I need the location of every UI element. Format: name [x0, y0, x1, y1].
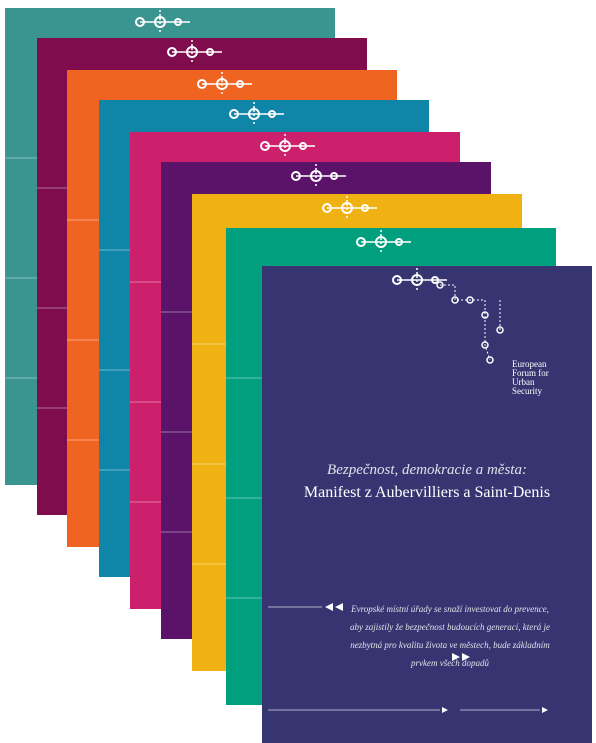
- text-line: aby zajistily že bezpečnost budoucích ge…: [330, 618, 570, 636]
- subtitle: Manifest z Aubervilliers a Saint-Denis: [262, 484, 592, 502]
- cover-stack: EuropeanForum forUrbanSecurity Bezpečnos…: [0, 0, 596, 743]
- text-line: prvkem všech dopadů: [330, 654, 570, 672]
- text-line: nezbytná pro kvalitu života ve městech, …: [330, 636, 570, 654]
- text-line: Security: [512, 387, 549, 396]
- text-line: Evropské místní úřady se snaží investova…: [330, 600, 570, 618]
- title: Bezpečnost, demokracie a města:: [262, 462, 592, 479]
- quote: Evropské místní úřady se snaží investova…: [330, 600, 570, 672]
